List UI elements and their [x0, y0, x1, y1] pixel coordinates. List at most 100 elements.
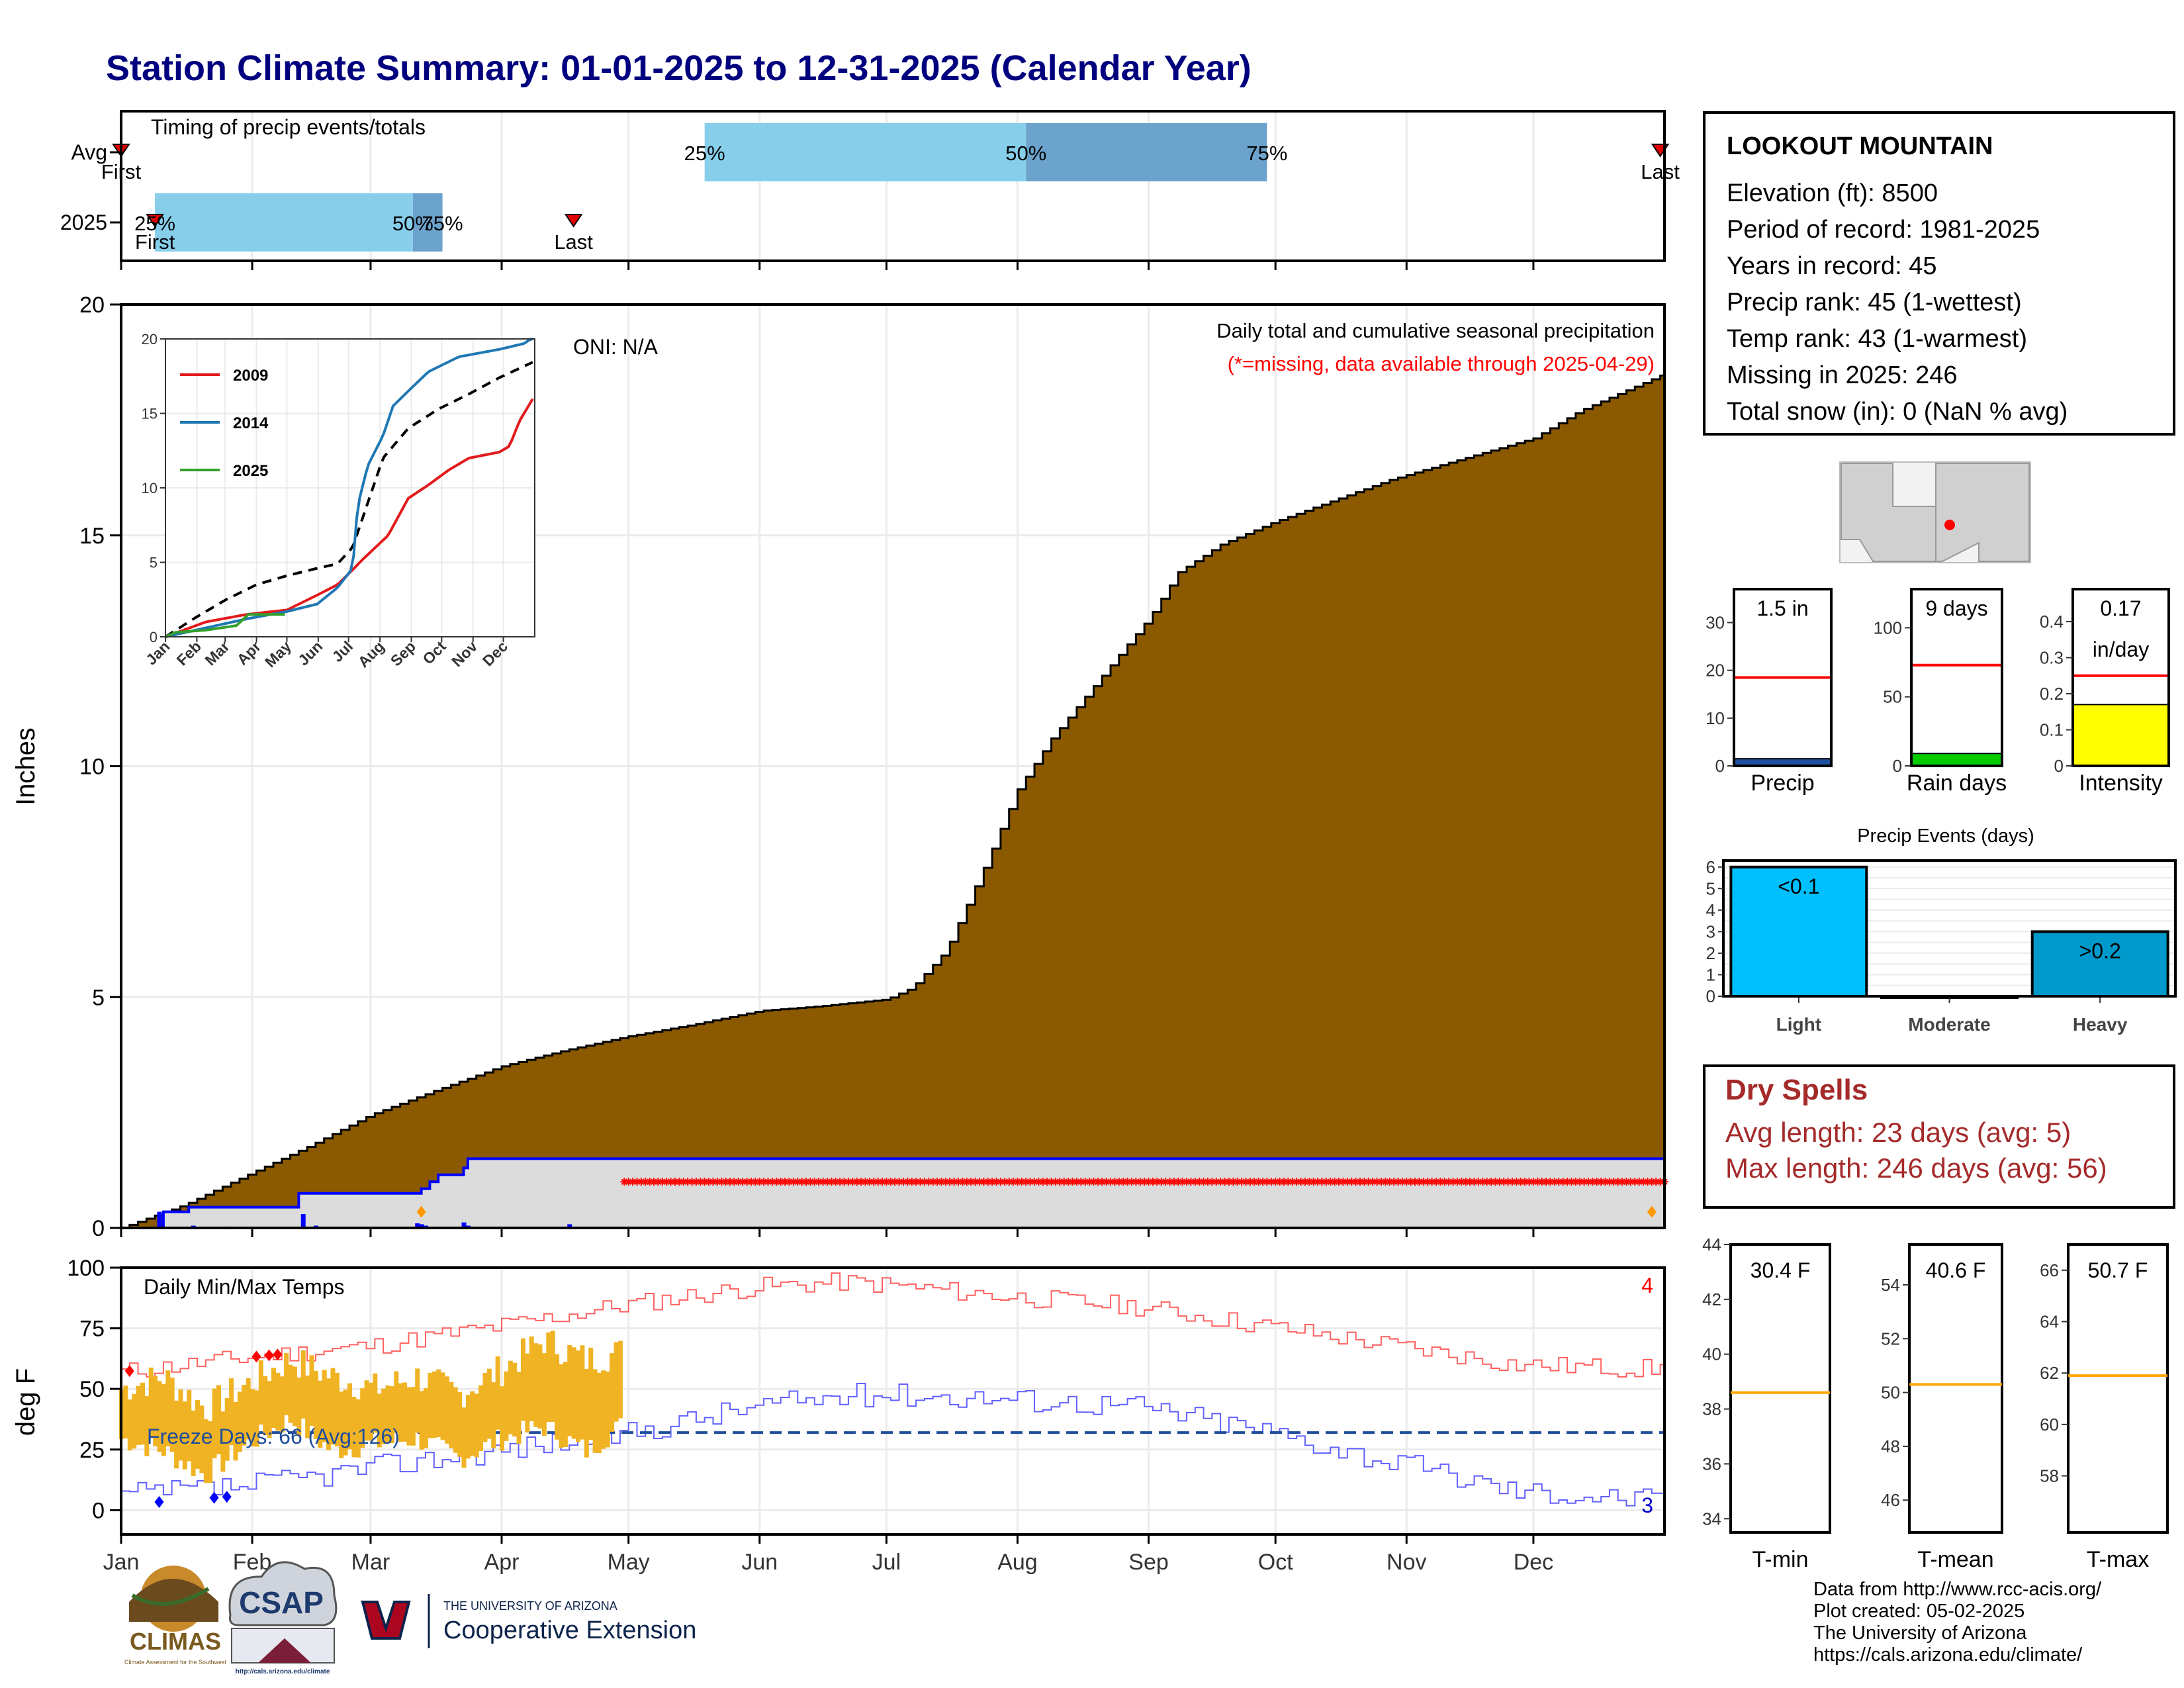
missing-marker — [844, 1178, 852, 1186]
daily-temp-range-bar — [424, 1387, 429, 1448]
events-ytick-label: 1 — [1706, 964, 1715, 984]
missing-marker — [886, 1178, 895, 1186]
temp-summary-value-label: 40.6 F — [1926, 1258, 1986, 1282]
daily-temp-range-bar — [559, 1364, 564, 1448]
missing-marker — [637, 1178, 645, 1186]
missing-marker — [1263, 1178, 1271, 1186]
footer-url: https://cals.arizona.edu/climate/ — [1813, 1644, 2083, 1665]
record-low-marker — [222, 1491, 232, 1503]
missing-marker — [1419, 1178, 1428, 1186]
missing-marker — [920, 1178, 929, 1186]
missing-marker — [836, 1178, 844, 1186]
missing-marker — [1026, 1178, 1034, 1186]
station-years: Years in record: 45 — [1727, 252, 1937, 280]
daily-temp-range-bar — [364, 1380, 369, 1441]
daily-temp-range-bar — [178, 1389, 183, 1461]
missing-marker — [852, 1178, 861, 1186]
missing-marker — [946, 1178, 954, 1186]
missing-marker — [1626, 1178, 1635, 1186]
temp-summary-ytick-label: 40 — [1702, 1344, 1721, 1364]
missing-marker — [662, 1178, 671, 1186]
missing-marker — [794, 1178, 802, 1186]
temp-summary-ytick-label: 60 — [2040, 1415, 2059, 1434]
missing-marker — [1555, 1178, 1563, 1186]
daily-temp-range-bar — [279, 1376, 285, 1433]
inset-legend-label: 2009 — [233, 367, 268, 385]
missing-marker — [1436, 1178, 1445, 1186]
dry-spells-max: Max length: 246 days (avg: 56) — [1725, 1152, 2107, 1184]
missing-marker — [1267, 1178, 1275, 1186]
dry-spells-avg: Avg length: 23 days (avg: 5) — [1725, 1117, 2071, 1148]
daily-temp-range-bar — [148, 1367, 154, 1438]
daily-temp-range-bar — [288, 1364, 293, 1423]
missing-marker — [1279, 1178, 1288, 1186]
missing-marker — [1300, 1178, 1309, 1186]
missing-marker — [1542, 1178, 1551, 1186]
missing-marker — [1098, 1178, 1107, 1186]
missing-marker — [907, 1178, 916, 1186]
summary-value-label: 9 days — [1925, 596, 1987, 620]
avg-cumulative-precip-area — [121, 374, 1666, 1229]
summary-ytick-label: 100 — [1874, 618, 1902, 637]
temp-summary-value-label: 30.4 F — [1751, 1258, 1811, 1282]
missing-marker — [1571, 1178, 1580, 1186]
daily-temp-range-bar — [406, 1387, 412, 1446]
inset-legend-label: 2025 — [233, 462, 268, 480]
station-missing: Missing in 2025: 246 — [1727, 361, 1958, 389]
station-location-dot — [1944, 520, 1955, 530]
events-title: Precip Events (days) — [1857, 825, 2034, 847]
daily-temp-range-bar — [440, 1372, 445, 1440]
missing-marker — [1364, 1178, 1373, 1186]
climas-logo-subtext: Climate Assessment for the Southwest — [124, 1659, 227, 1665]
inset-2014-line — [165, 338, 533, 638]
summary-ytick-label: 0 — [1715, 756, 1725, 776]
missing-marker — [810, 1178, 819, 1186]
daily-temp-range-bar — [478, 1385, 484, 1452]
missing-marker — [751, 1178, 760, 1186]
missing-marker — [954, 1178, 963, 1186]
missing-marker — [768, 1178, 776, 1186]
daily-temp-range-bar — [436, 1369, 441, 1437]
missing-marker — [1314, 1178, 1322, 1186]
daily-temp-range-bar — [229, 1378, 234, 1446]
daily-temp-range-bar — [432, 1371, 437, 1438]
temp-panel-border — [120, 1266, 1666, 1536]
dry-spells-box: Dry Spells Avg length: 23 days (avg: 5) … — [1703, 1064, 2175, 1209]
oni-annotation: ONI: N/A — [573, 335, 659, 359]
timing-panel-border — [120, 110, 1666, 262]
missing-marker — [797, 1178, 806, 1186]
freeze-days-label: Freeze Days: 66 (Avg:126) — [147, 1425, 400, 1448]
missing-marker — [1521, 1178, 1529, 1186]
missing-marker — [1183, 1178, 1191, 1186]
missing-marker — [666, 1178, 675, 1186]
timing-avg-q50-q75-bar — [1026, 123, 1267, 181]
daily-temp-range-bar — [394, 1371, 399, 1433]
month-xtick-label: Sep — [1128, 1550, 1169, 1575]
month-xtick-label: Apr — [484, 1550, 520, 1575]
missing-marker — [675, 1178, 684, 1186]
missing-marker — [789, 1178, 797, 1186]
missing-marker — [971, 1178, 979, 1186]
missing-marker — [831, 1178, 840, 1186]
missing-marker — [1224, 1178, 1233, 1186]
inset-ytick-label: 0 — [150, 629, 158, 645]
missing-marker — [1034, 1178, 1043, 1186]
month-xtick-label: Nov — [1387, 1550, 1426, 1575]
daily-temp-range-bar — [191, 1410, 196, 1476]
missing-marker — [1140, 1178, 1149, 1186]
missing-marker — [1326, 1178, 1335, 1186]
csap-logo-cloud — [228, 1561, 338, 1626]
daily-temp-range-bar — [254, 1390, 259, 1447]
daily-temp-range-bar — [242, 1384, 247, 1446]
missing-marker — [1212, 1178, 1220, 1186]
month-xtick-label: Mar — [351, 1550, 390, 1575]
missing-marker — [624, 1178, 633, 1186]
missing-marker — [1107, 1178, 1115, 1186]
daily-temp-range-bar — [470, 1391, 475, 1456]
daily-temp-range-bar — [271, 1368, 277, 1429]
ua-logo-small-text: THE UNIVERSITY OF ARIZONA — [443, 1599, 617, 1613]
missing-marker — [734, 1178, 743, 1186]
missing-marker — [1647, 1178, 1656, 1186]
daily-temp-range-bar — [457, 1391, 463, 1457]
